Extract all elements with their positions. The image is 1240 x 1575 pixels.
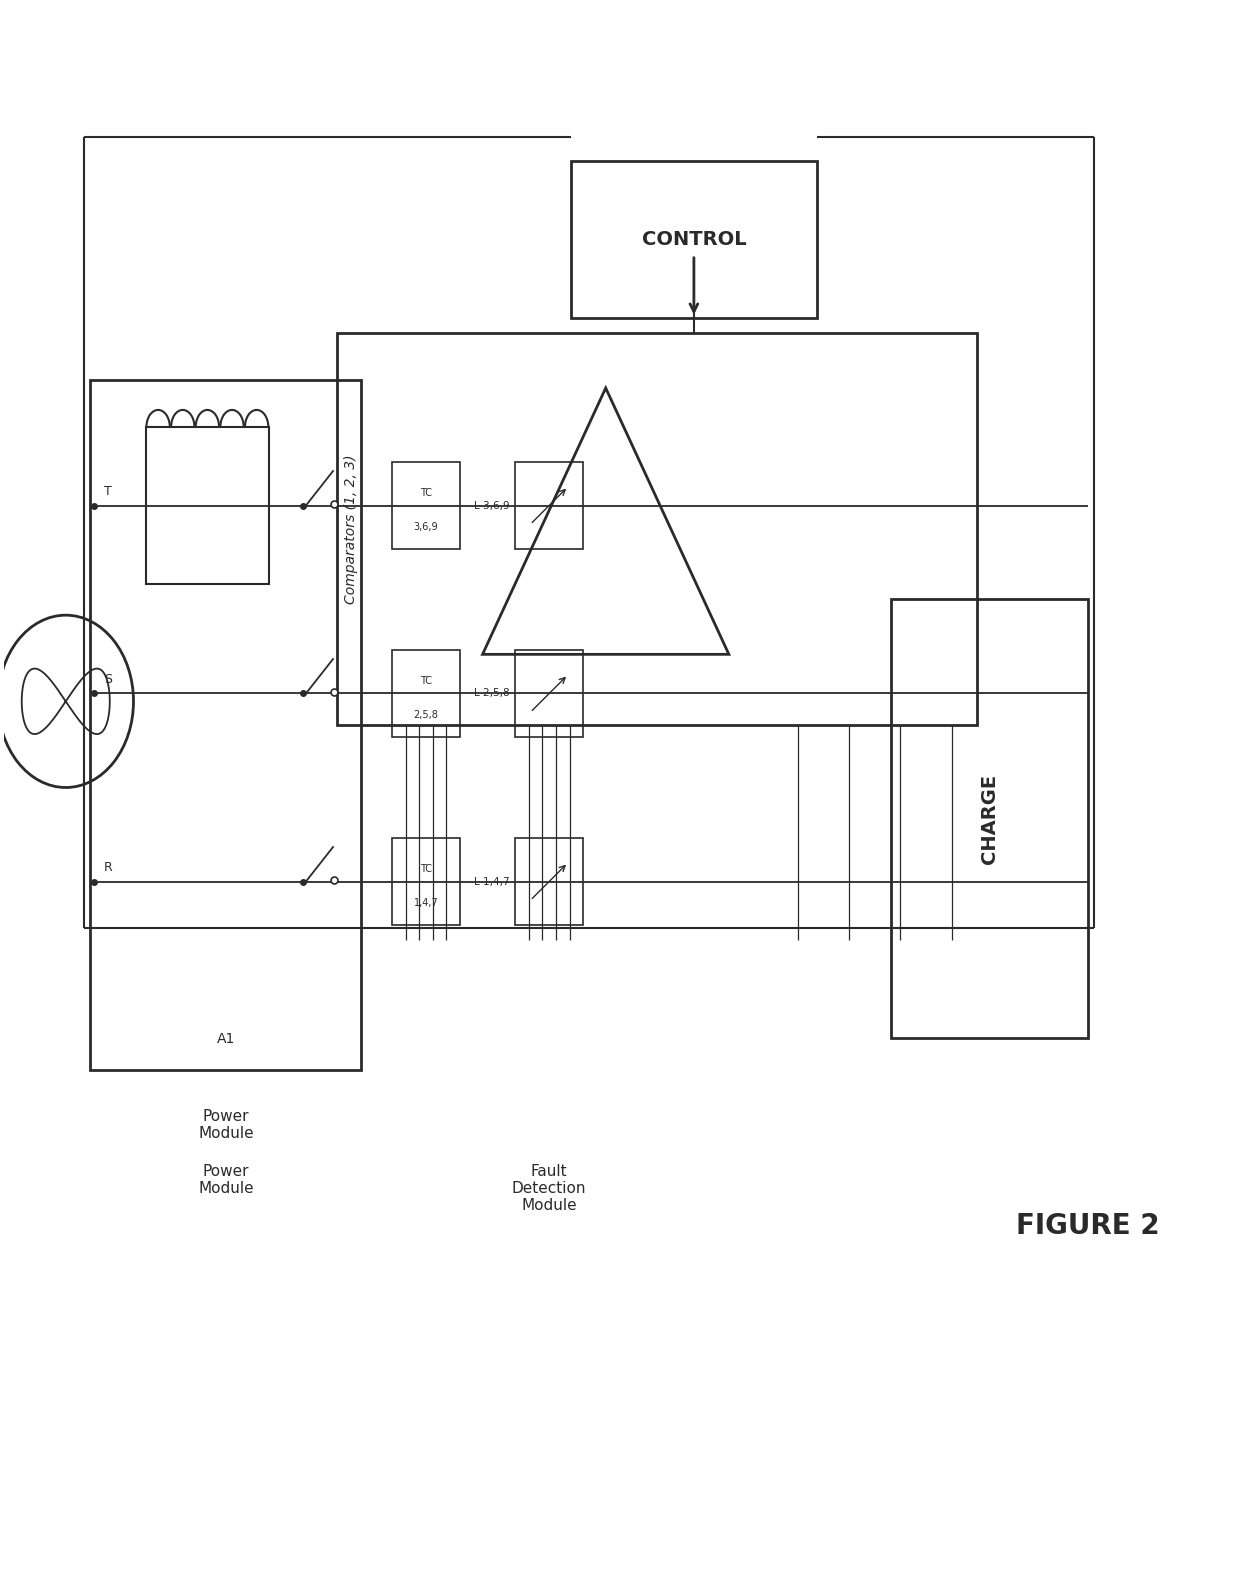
Text: CHARGE: CHARGE bbox=[980, 773, 999, 865]
Bar bbox=[392, 838, 460, 925]
Text: Power
Module: Power Module bbox=[198, 1109, 254, 1140]
Text: L 3,6,9: L 3,6,9 bbox=[474, 501, 510, 510]
Text: TC: TC bbox=[420, 676, 432, 685]
Text: 2,5,8: 2,5,8 bbox=[414, 710, 439, 720]
Bar bbox=[570, 161, 817, 318]
Text: L 1,4,7: L 1,4,7 bbox=[474, 877, 510, 887]
Bar bbox=[146, 427, 269, 584]
Text: Fault
Detection
Module: Fault Detection Module bbox=[512, 1164, 587, 1213]
Text: L 2,5,8: L 2,5,8 bbox=[474, 688, 510, 698]
Bar bbox=[516, 650, 583, 737]
Text: FIGURE 2: FIGURE 2 bbox=[1017, 1213, 1159, 1240]
Bar bbox=[392, 650, 460, 737]
Bar bbox=[516, 463, 583, 548]
Text: T: T bbox=[104, 485, 112, 498]
Bar bbox=[392, 463, 460, 548]
Text: 3,6,9: 3,6,9 bbox=[414, 521, 438, 532]
Text: TC: TC bbox=[420, 863, 432, 874]
Text: CONTROL: CONTROL bbox=[641, 230, 746, 249]
Text: R: R bbox=[104, 860, 113, 874]
Text: TC: TC bbox=[420, 488, 432, 498]
Bar bbox=[892, 600, 1087, 1038]
Text: Comparators (1, 2, 3): Comparators (1, 2, 3) bbox=[345, 454, 358, 603]
Bar bbox=[337, 334, 977, 724]
Text: S: S bbox=[104, 673, 112, 685]
Bar bbox=[516, 838, 583, 925]
Text: 1,4,7: 1,4,7 bbox=[414, 898, 439, 909]
Text: Power
Module: Power Module bbox=[198, 1164, 254, 1195]
Text: A1: A1 bbox=[217, 1032, 236, 1046]
Bar bbox=[91, 380, 361, 1069]
